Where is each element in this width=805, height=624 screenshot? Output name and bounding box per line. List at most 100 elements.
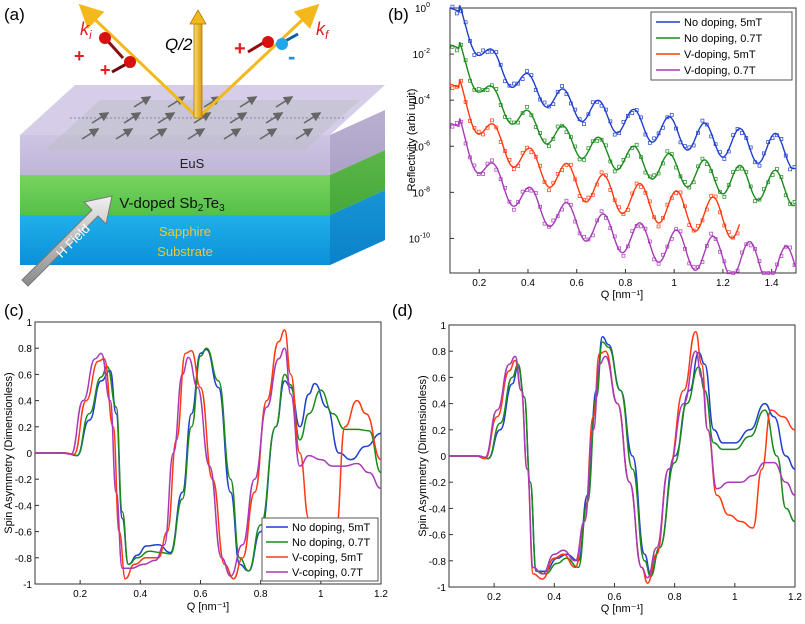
b-series-point-3 xyxy=(599,209,604,214)
b-series-point-3 xyxy=(533,191,538,195)
b-series-point-1 xyxy=(547,144,551,149)
b-series-point-0 xyxy=(494,50,499,55)
b-series-point-1 xyxy=(516,120,521,125)
b-series-point-0 xyxy=(520,77,525,81)
b-series-point-0 xyxy=(450,4,455,9)
reflected-beam xyxy=(196,3,320,120)
b-series-point-2 xyxy=(498,139,503,144)
b-series-point-0 xyxy=(595,99,600,104)
b-series-point-1 xyxy=(744,170,749,174)
b-series-point-2 xyxy=(608,188,613,192)
b-series-point-1 xyxy=(779,175,784,179)
b-ytick-label: 10-10 xyxy=(409,232,430,245)
legend-label-0: No doping, 5mT xyxy=(292,522,371,534)
ytick-label: -0.4 xyxy=(429,504,447,515)
b-series-point-3 xyxy=(700,259,705,264)
b-series-point-1 xyxy=(626,153,630,158)
b-series-point-0 xyxy=(577,117,582,122)
b-series-point-2 xyxy=(468,119,472,123)
b-series-point-3 xyxy=(542,221,547,226)
b-series-point-3 xyxy=(665,244,670,249)
b-series-point-1 xyxy=(735,167,740,171)
b-series-point-2 xyxy=(520,150,525,155)
b-series-point-3 xyxy=(490,158,494,163)
b-series-point-1 xyxy=(647,174,652,179)
series-line-3 xyxy=(35,347,382,577)
b-series-point-2 xyxy=(507,157,512,162)
xtick-label: 0.6 xyxy=(608,592,622,603)
b-series-point-0 xyxy=(604,107,608,112)
b-series-point-3 xyxy=(718,249,722,254)
b-series-point-0 xyxy=(503,79,507,84)
b-series-point-2 xyxy=(569,162,573,167)
ytick-label: 0.4 xyxy=(18,397,32,408)
b-series-point-3 xyxy=(520,189,525,194)
b-series-point-3 xyxy=(691,264,696,269)
b-series-point-2 xyxy=(516,164,521,168)
b-series-point-1 xyxy=(783,193,788,198)
b-series-point-0 xyxy=(779,137,784,141)
b-series-point-0 xyxy=(647,140,652,145)
b-series-point-0 xyxy=(643,132,648,137)
ytick-label: -0.6 xyxy=(15,528,33,539)
b-series-point-0 xyxy=(753,160,757,165)
b-series-point-3 xyxy=(459,119,464,124)
plus-sign-3: + xyxy=(234,38,246,60)
b-series-point-2 xyxy=(533,154,538,159)
panel-b-label: (b) xyxy=(388,5,409,24)
b-series-point-0 xyxy=(713,142,718,147)
b-series-point-2 xyxy=(450,86,455,91)
b-ytick-label: 100 xyxy=(415,2,430,15)
ytick-label: 0.8 xyxy=(18,344,32,355)
b-series-point-1 xyxy=(652,173,657,178)
b-series-point-0 xyxy=(678,140,683,145)
b-series-point-1 xyxy=(599,137,604,142)
b-series-point-0 xyxy=(652,136,657,141)
plot-b-legend: No doping, 5mT No doping, 0.7T V-doping, 5… xyxy=(650,11,793,81)
b-series-point-2 xyxy=(669,196,674,201)
b-series-point-0 xyxy=(674,126,678,131)
b-series-point-3 xyxy=(590,233,595,238)
b-series-point-1 xyxy=(665,149,670,154)
b-series-point-0 xyxy=(621,119,626,124)
b-series-point-1 xyxy=(525,104,529,109)
ytick-label: 0.4 xyxy=(432,400,446,411)
b-series-point-3 xyxy=(643,226,648,231)
ytick-label: 0.2 xyxy=(18,423,32,434)
b-series-point-2 xyxy=(542,180,547,184)
spin-arrow-14 xyxy=(149,128,168,140)
ytick-label: 0.6 xyxy=(432,373,446,384)
xtick-label: 0.8 xyxy=(668,592,682,603)
b-series-line-0 xyxy=(449,5,796,170)
b-series-point-3 xyxy=(779,254,784,258)
b-series-point-2 xyxy=(476,129,481,134)
b-series-point-3 xyxy=(761,271,766,275)
b-series-point-1 xyxy=(726,183,731,187)
b-series-point-0 xyxy=(476,52,481,57)
b-series-point-3 xyxy=(604,215,608,220)
b-series-point-3 xyxy=(788,245,793,250)
legend-label-1: No doping, 0.7T xyxy=(292,537,371,549)
plot-d-ticks: 0.2 0.4 0.6 0.8 1 1.2 -1 -0.8 -0.6 -0.4 -0.2 0 0.2 0.… xyxy=(429,321,803,603)
b-series-point-3 xyxy=(783,244,788,249)
b-ytick-label: 10-2 xyxy=(413,48,430,61)
b-series-point-3 xyxy=(687,261,692,266)
panel-d-spin-asymmetry: (d) Q [nm⁻¹] Spin Asymmetry (Dimensionle… xyxy=(392,301,802,615)
b-series-point-1 xyxy=(788,202,793,206)
series-line-3 xyxy=(449,350,796,579)
b-series-point-1 xyxy=(674,165,678,170)
b-series-point-3 xyxy=(630,229,635,234)
b-series-point-3 xyxy=(454,121,459,125)
spin-arrow-9 xyxy=(229,112,248,124)
b-series-point-1 xyxy=(709,169,714,173)
plot-d-ylabel: Spin Asymmetry (Dimensionless) xyxy=(417,375,429,536)
b-series-point-0 xyxy=(525,69,529,73)
b-series-point-0 xyxy=(744,136,749,140)
b-series-point-0 xyxy=(560,84,564,88)
b-series-point-3 xyxy=(792,263,797,268)
b-series-point-1 xyxy=(590,139,595,144)
b-series-point-1 xyxy=(476,86,481,91)
q-vector xyxy=(193,21,203,119)
b-series-point-2 xyxy=(463,100,468,104)
b-series-point-3 xyxy=(481,172,485,176)
